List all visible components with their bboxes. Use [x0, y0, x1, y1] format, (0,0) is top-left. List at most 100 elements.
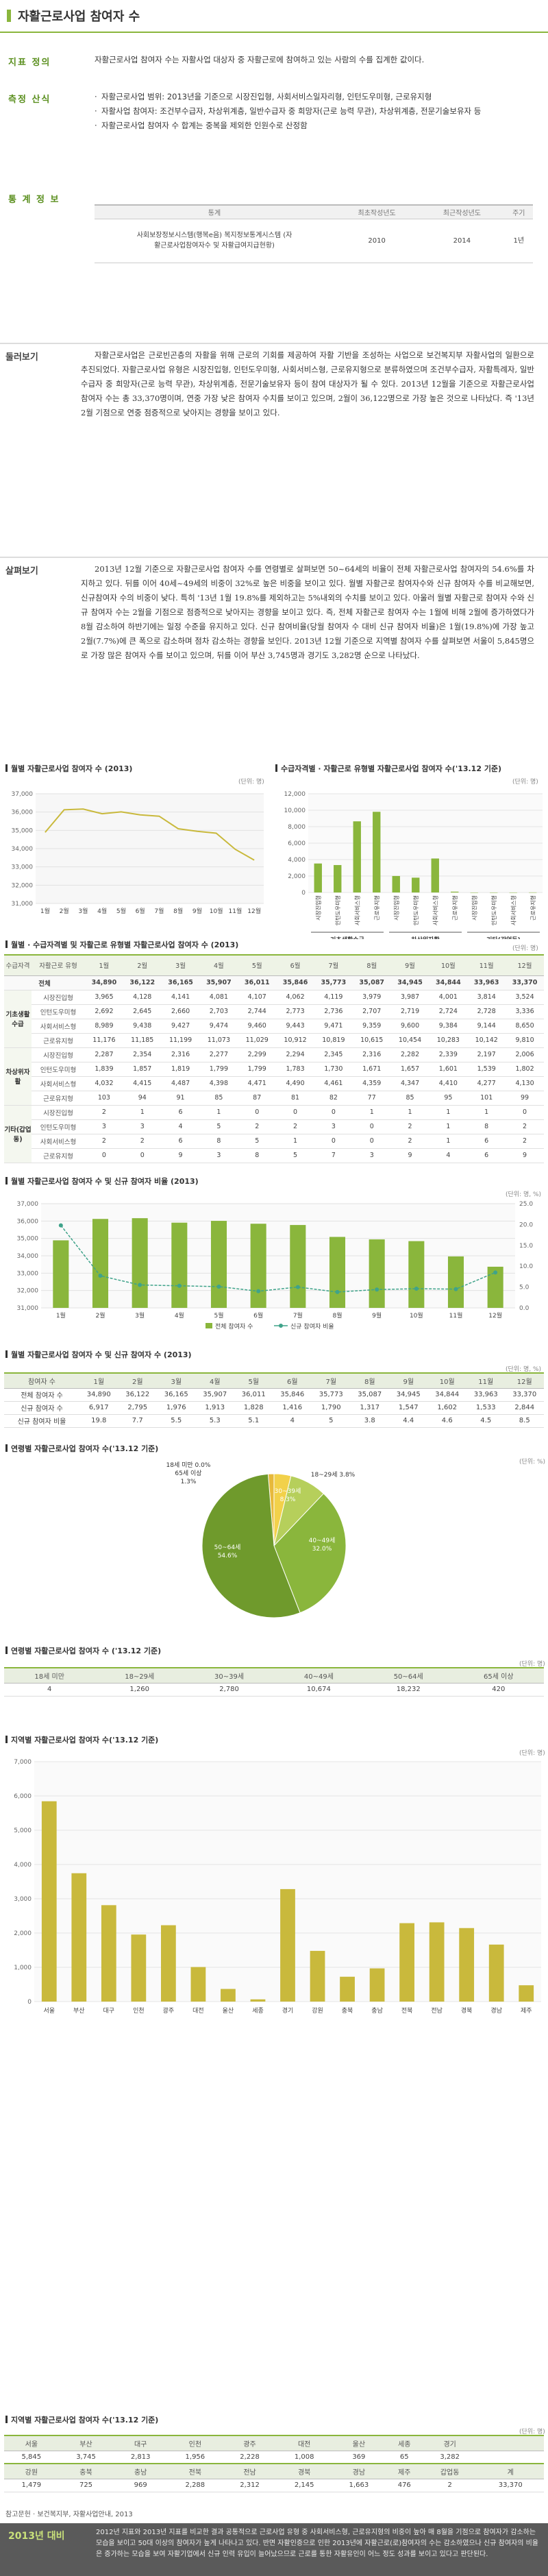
- x-tick-label: 전남: [431, 2007, 443, 2015]
- row-label: 사회서비스형: [32, 1134, 85, 1149]
- group-label: 기초생활수급: [330, 936, 364, 939]
- bar: [71, 1873, 87, 2002]
- col-header-month: 7월: [314, 954, 353, 976]
- table-cell: 3: [314, 1119, 353, 1134]
- table-cell: 420: [453, 1683, 544, 1697]
- y-tick-label: 6,000: [14, 1793, 32, 1800]
- series-line: [45, 808, 255, 861]
- x-tick-label: 6월: [253, 1311, 263, 1320]
- x-tick-label: 1월: [56, 1311, 66, 1320]
- row-label: 근로유지형: [32, 1091, 85, 1106]
- table-cell: 35,087: [352, 975, 391, 991]
- table-cell: 2: [422, 2479, 477, 2492]
- chart2-title: 수급자격별 · 자활근로 유형별 자활근로사업 참여자 수('13.12 기준): [275, 763, 501, 774]
- col-header-month: 4월: [195, 1372, 234, 1389]
- table-cell: 1,008: [277, 2451, 332, 2464]
- x-tick-label: 10월: [410, 1311, 423, 1320]
- x-tick-label: 인턴도우미형: [490, 895, 497, 925]
- x-tick-label: 9월: [372, 1311, 382, 1320]
- table-cell: 7.7: [118, 1414, 157, 1428]
- table-cell: 3: [199, 1148, 238, 1163]
- table-cell: 33,963: [466, 1388, 506, 1402]
- y-tick-label: 35,000: [17, 1236, 39, 1243]
- y2-tick-label: 20.0: [519, 1222, 533, 1228]
- y-tick-label: 33,000: [12, 864, 34, 871]
- table-cell: 35,846: [276, 975, 314, 991]
- col-header: 충북: [58, 2463, 114, 2479]
- table-cell: 4,415: [123, 1076, 162, 1091]
- table-cell: 36,165: [161, 975, 200, 991]
- bar: [459, 1928, 475, 2002]
- table-cell: 4.5: [466, 1414, 506, 1428]
- table-cell: 1,976: [157, 1401, 196, 1415]
- group-cell: 차상위자활: [4, 1047, 32, 1106]
- y-tick-label: 4,000: [14, 1862, 32, 1869]
- age-table: 18세 미만 18~29세 30~39세 40~49세 50~64세 65세 이상 4 1,2…: [4, 1667, 544, 1697]
- table1-unit: (단위: 명): [512, 945, 538, 952]
- col-header: 18세 미만: [4, 1667, 95, 1684]
- table3-title: 연령별 자활근로사업 참여자 수 ('13.12 기준): [5, 1645, 161, 1656]
- table-cell: 9,474: [199, 1019, 238, 1034]
- table-cell: 95: [429, 1091, 468, 1106]
- title-divider: [0, 32, 548, 33]
- col-header-month: 12월: [505, 1372, 544, 1389]
- bar: [369, 1239, 385, 1308]
- table-cell: 4,487: [161, 1076, 200, 1091]
- ratio-point: [177, 1283, 182, 1288]
- y-tick-label: 12,000: [284, 791, 306, 798]
- pie-label: 8.3%: [280, 1496, 296, 1503]
- table-row: 4 1,260 2,780 10,674 18,232 420: [4, 1683, 544, 1697]
- bar: [487, 1266, 503, 1308]
- table-cell: 11,073: [199, 1033, 238, 1048]
- table-cell: 4: [4, 1683, 95, 1697]
- table-cell: 1,602: [427, 1401, 466, 1415]
- table-cell: 2,703: [199, 1004, 238, 1019]
- table-cell: 4,107: [238, 990, 277, 1005]
- table-cell: 9,427: [161, 1019, 200, 1034]
- table-cell: 0: [276, 1105, 314, 1120]
- x-tick-label: 서울: [43, 2007, 55, 2015]
- bar: [408, 1241, 425, 1308]
- table-cell: 9,359: [352, 1019, 391, 1034]
- table-cell: 3: [85, 1119, 123, 1134]
- table-cell: 1,819: [161, 1062, 200, 1077]
- table2-title: 월별 자활근로사업 참여자 수 및 신규 참여자 수 (2013): [5, 1349, 192, 1360]
- table-cell: 4,128: [123, 990, 162, 1005]
- col-header-month: 10월: [427, 1372, 466, 1389]
- overview-text: 자활근로사업은 근로빈곤층의 자활을 위해 근로의 기회를 제공하여 자활 기반…: [81, 350, 534, 417]
- definition-label: 지표 정의: [8, 58, 51, 68]
- x-tick-label: 11월: [229, 907, 242, 915]
- table-cell: 1,790: [312, 1401, 351, 1415]
- col-header-month: 8월: [350, 1372, 389, 1389]
- bar: [53, 1240, 69, 1308]
- table-cell: 4,062: [276, 990, 314, 1005]
- pie-label: 30~39세: [275, 1487, 301, 1495]
- table-cell: 2: [506, 1134, 544, 1149]
- table-cell: 4,032: [85, 1076, 123, 1091]
- table-cell: 3,987: [390, 990, 429, 1005]
- legend-label: 전체 참여자 수: [215, 1322, 253, 1330]
- col-header-month: 9월: [390, 954, 429, 976]
- table-cell: 0: [352, 1119, 391, 1134]
- x-tick-label: 11월: [449, 1311, 463, 1320]
- table-cell: 969: [113, 2479, 169, 2492]
- table-row: 5,845 3,745 2,813 1,956 2,228 1,008 369 65 3,282: [4, 2451, 544, 2464]
- y-tick-label: 5,000: [14, 1827, 32, 1834]
- pie-label: 18세 미만 0.0%: [166, 1461, 211, 1469]
- col-header-month: 11월: [466, 1372, 506, 1389]
- table-cell: 4,410: [429, 1076, 468, 1091]
- y-tick-label: 34,000: [12, 846, 34, 853]
- x-tick-label: 제주: [521, 2007, 532, 2015]
- x-tick-label: 7월: [154, 907, 164, 915]
- table-cell: 99: [506, 1091, 544, 1106]
- table-row: 사회서비스형 4,032 4,415 4,487 4,398 4,471 4,490 4,46…: [4, 1076, 544, 1091]
- chart3-unit: (단위: 명, %): [506, 1191, 542, 1198]
- col-header: 40~49세: [273, 1667, 364, 1684]
- table-cell: 1: [199, 1105, 238, 1120]
- region-table: 서울 부산 대구 인천 광주 대전 울산 세종 경기 5,845 3,745 2,813 1,956 2,…: [4, 2435, 544, 2492]
- y2-tick-label: 5.0: [519, 1285, 530, 1291]
- y-tick-label: 2,000: [288, 873, 306, 880]
- table-cell: 1,533: [466, 1401, 506, 1415]
- table-cell: 9,600: [390, 1019, 429, 1034]
- x-tick-label: 강원: [312, 2007, 323, 2015]
